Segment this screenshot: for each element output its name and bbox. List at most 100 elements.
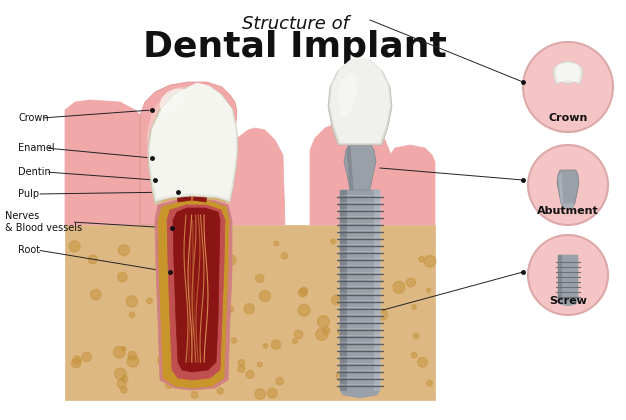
Circle shape	[73, 356, 81, 364]
Polygon shape	[155, 198, 232, 390]
Circle shape	[118, 245, 129, 256]
Circle shape	[342, 266, 349, 273]
Polygon shape	[340, 190, 346, 390]
Circle shape	[220, 295, 225, 300]
Polygon shape	[65, 100, 140, 225]
Text: Crown: Crown	[548, 113, 588, 123]
Circle shape	[426, 289, 431, 292]
Polygon shape	[167, 205, 225, 380]
Polygon shape	[310, 122, 390, 225]
Polygon shape	[556, 63, 580, 82]
Circle shape	[171, 237, 182, 248]
Circle shape	[238, 365, 245, 373]
Polygon shape	[330, 59, 390, 143]
Circle shape	[117, 379, 126, 388]
Circle shape	[126, 296, 137, 307]
Circle shape	[259, 291, 270, 302]
Circle shape	[364, 324, 370, 331]
Circle shape	[227, 306, 233, 312]
Circle shape	[218, 295, 223, 300]
Polygon shape	[140, 82, 237, 225]
Circle shape	[339, 295, 348, 304]
Circle shape	[294, 330, 303, 339]
Circle shape	[118, 273, 127, 282]
Text: Root: Root	[18, 245, 40, 255]
Circle shape	[411, 352, 417, 358]
Text: Pulp: Pulp	[18, 189, 39, 199]
Circle shape	[367, 357, 374, 365]
Circle shape	[146, 298, 152, 304]
Circle shape	[528, 235, 608, 315]
Circle shape	[91, 289, 101, 300]
Circle shape	[340, 244, 347, 251]
Circle shape	[188, 378, 192, 383]
Polygon shape	[147, 86, 229, 165]
Polygon shape	[148, 84, 238, 202]
Circle shape	[165, 357, 173, 365]
Circle shape	[255, 389, 265, 399]
Circle shape	[267, 388, 277, 398]
Circle shape	[244, 304, 254, 314]
Polygon shape	[65, 225, 310, 400]
Circle shape	[255, 274, 264, 282]
Polygon shape	[347, 145, 353, 190]
Polygon shape	[150, 83, 236, 198]
Circle shape	[115, 368, 126, 380]
Circle shape	[203, 280, 208, 284]
Polygon shape	[338, 73, 357, 117]
Circle shape	[292, 339, 297, 344]
Circle shape	[239, 360, 245, 366]
Polygon shape	[558, 255, 578, 306]
Polygon shape	[158, 200, 229, 388]
Polygon shape	[340, 190, 380, 398]
Circle shape	[113, 346, 125, 358]
Circle shape	[300, 287, 307, 295]
Polygon shape	[374, 190, 380, 390]
Circle shape	[376, 278, 381, 283]
Circle shape	[332, 295, 341, 304]
Circle shape	[427, 381, 433, 386]
Circle shape	[88, 255, 97, 264]
Circle shape	[359, 297, 367, 306]
Text: Nerves
& Blood vessels: Nerves & Blood vessels	[5, 211, 82, 233]
Polygon shape	[557, 170, 579, 207]
Polygon shape	[310, 225, 435, 400]
Circle shape	[127, 355, 139, 367]
Circle shape	[257, 362, 262, 367]
Circle shape	[69, 241, 80, 252]
Circle shape	[166, 381, 173, 388]
Text: Screw: Screw	[549, 296, 587, 306]
Circle shape	[406, 278, 415, 287]
Text: Abutment: Abutment	[537, 206, 599, 216]
Circle shape	[281, 252, 288, 259]
Circle shape	[344, 339, 354, 349]
Circle shape	[159, 245, 167, 252]
Circle shape	[199, 314, 209, 325]
Circle shape	[299, 289, 307, 297]
Circle shape	[412, 305, 416, 309]
Circle shape	[337, 370, 347, 381]
Circle shape	[357, 236, 369, 248]
Circle shape	[419, 257, 424, 262]
Polygon shape	[553, 61, 583, 85]
Polygon shape	[148, 85, 237, 205]
Polygon shape	[390, 145, 435, 225]
Circle shape	[528, 145, 608, 225]
Circle shape	[340, 240, 351, 251]
Text: Crown: Crown	[18, 113, 49, 123]
Circle shape	[345, 236, 354, 244]
Circle shape	[263, 344, 268, 348]
Polygon shape	[225, 128, 285, 225]
Text: Enamel: Enamel	[18, 143, 54, 153]
Circle shape	[193, 355, 202, 364]
Text: Dental Implant: Dental Implant	[143, 30, 447, 64]
Circle shape	[121, 346, 126, 351]
Text: Structure of: Structure of	[242, 15, 349, 33]
Circle shape	[129, 312, 135, 318]
Circle shape	[193, 347, 205, 358]
Circle shape	[276, 378, 284, 385]
Polygon shape	[563, 203, 573, 207]
Circle shape	[82, 352, 91, 362]
Circle shape	[377, 309, 387, 320]
Circle shape	[121, 376, 128, 382]
